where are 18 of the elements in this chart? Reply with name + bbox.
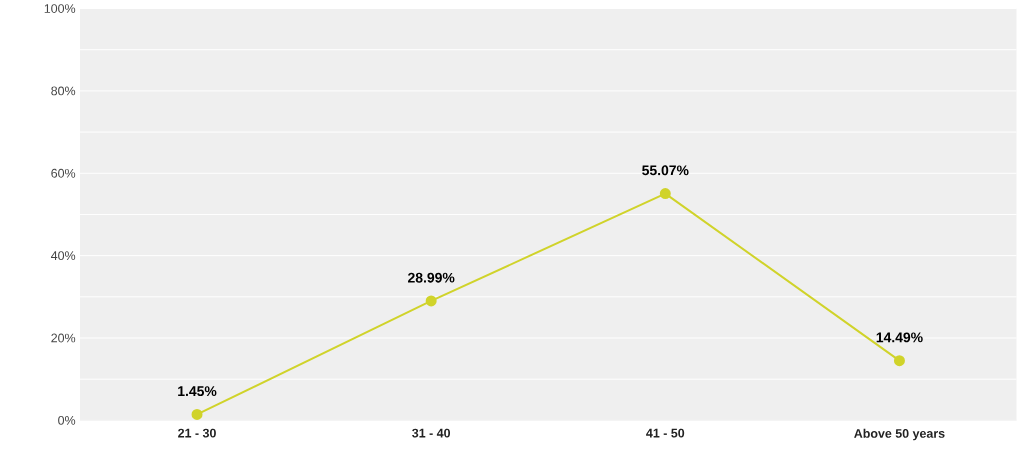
y-tick-label: 40% (50, 251, 76, 260)
x-tick-label: 31 - 40 (412, 428, 451, 438)
point (659, 187, 671, 199)
data-label: 28.99% (408, 272, 455, 283)
x-tick-label: 41 - 50 (646, 428, 685, 438)
x-tick-label: Above 50 years (854, 428, 945, 441)
data-label: 55.07% (642, 165, 689, 176)
y-tick-label: 80% (51, 86, 76, 96)
point (893, 355, 905, 367)
y-tick-label: 20% (51, 333, 76, 343)
data-label: 14.49% (876, 332, 923, 343)
x-tick-label: 21 - 30 (178, 428, 216, 438)
y-tick-label: 0% (58, 415, 76, 425)
data-label: 1.45% (178, 386, 217, 396)
y-tick-label: 60% (51, 168, 76, 178)
y-tick-label: 100% (44, 4, 76, 13)
point (425, 295, 437, 307)
point (191, 408, 203, 420)
